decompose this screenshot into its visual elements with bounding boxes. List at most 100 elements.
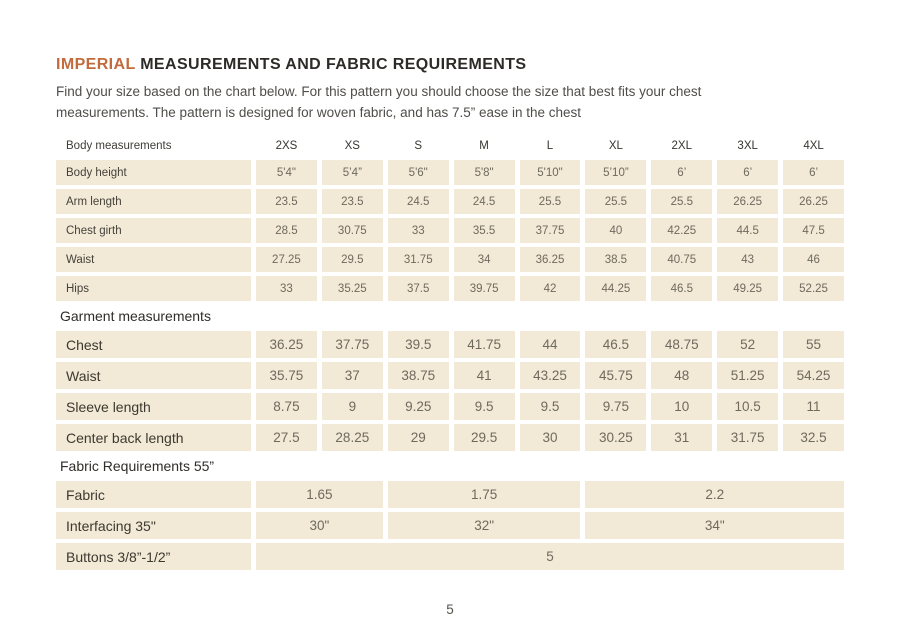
table-cell: 39.75 (453, 276, 515, 301)
size-column-header: 2XS (275, 140, 298, 152)
section-heading-fabric-requirements: Fabric Requirements 55” (56, 455, 844, 477)
table-cell: 10.5 (717, 393, 779, 420)
table-cell: 26.25 (783, 189, 844, 214)
table-cell: 54.25 (783, 362, 844, 389)
merged-cell-buttons: 5 (256, 543, 844, 570)
table-cell: 33 (387, 218, 449, 243)
table-cell: 9 (321, 393, 383, 420)
table-cell: 25.5 (651, 189, 713, 214)
title-highlight: IMPERIAL (56, 56, 136, 73)
table-cell: 29.5 (321, 247, 383, 272)
table-cell: 24.5 (453, 189, 515, 214)
size-column-header: XS (344, 140, 360, 152)
table-cell: 31 (651, 424, 713, 451)
table-cell: 5'10" (519, 160, 581, 185)
table-cell: 26.25 (717, 189, 779, 214)
page-number: 5 (446, 602, 454, 617)
document-page: IMPERIAL MEASUREMENTS AND FABRIC REQUIRE… (56, 55, 844, 570)
table-cell: 5’10” (585, 160, 647, 185)
table-cell: 48.75 (651, 331, 713, 358)
row-label-chest-girth: Chest girth (56, 218, 251, 243)
table-cell: 44 (519, 331, 581, 358)
intro-text: Find your size based on the chart below.… (56, 81, 844, 123)
column-header-body-measurements: Body measurements (66, 140, 172, 152)
size-column-header: S (414, 140, 423, 152)
merged-cell-fabric-small: 1.65 (256, 481, 383, 508)
size-column-header: 3XL (737, 140, 758, 152)
row-label-sleeve-length: Sleeve length (56, 393, 251, 420)
table-cell: 23.5 (256, 189, 317, 214)
table-cell: 37 (321, 362, 383, 389)
table-cell: 30.75 (321, 218, 383, 243)
table-cell: 55 (783, 331, 844, 358)
table-cell: 38.5 (585, 247, 647, 272)
table-cell: 52.25 (783, 276, 844, 301)
size-column-header: XL (608, 140, 623, 152)
merged-cell-interfacing-small: 30" (256, 512, 383, 539)
table-cell: 35.5 (453, 218, 515, 243)
table-cell: 33 (256, 276, 317, 301)
table-cell: 5'4" (256, 160, 317, 185)
table-cell: 23.5 (321, 189, 383, 214)
table-cell: 31.75 (717, 424, 779, 451)
row-label-buttons: Buttons 3/8”-1/2” (56, 543, 251, 570)
table-cell: 9.25 (387, 393, 449, 420)
table-cell: 41.75 (453, 331, 515, 358)
table-cell: 5'8" (453, 160, 515, 185)
table-cell: 42.25 (651, 218, 713, 243)
row-label-hips: Hips (56, 276, 251, 301)
table-cell: 36.25 (519, 247, 581, 272)
table-cell: 48 (651, 362, 713, 389)
table-cell: 8.75 (256, 393, 317, 420)
merged-cell-interfacing-large: 34" (585, 512, 844, 539)
table-cell: 30 (519, 424, 581, 451)
row-label-interfacing: Interfacing 35" (56, 512, 251, 539)
table-cell: 24.5 (387, 189, 449, 214)
table-cell: 36.25 (256, 331, 317, 358)
table-cell: 9.5 (519, 393, 581, 420)
table-cell: 37.5 (387, 276, 449, 301)
table-cell: 9.5 (453, 393, 515, 420)
table-cell: 11 (783, 393, 844, 420)
table-cell: 49.25 (717, 276, 779, 301)
table-cell: 25.5 (585, 189, 647, 214)
table-cell: 28.25 (321, 424, 383, 451)
size-column-header: M (479, 140, 489, 152)
title-rest: MEASUREMENTS AND FABRIC REQUIREMENTS (135, 56, 527, 73)
table-cell: 27.5 (256, 424, 317, 451)
table-cell: 46.5 (651, 276, 713, 301)
table-cell: 51.25 (717, 362, 779, 389)
table-cell: 46 (783, 247, 844, 272)
table-cell: 6’ (783, 160, 844, 185)
table-cell: 34 (453, 247, 515, 272)
table-cell: 32.5 (783, 424, 844, 451)
size-column-header: 2XL (671, 140, 692, 152)
table-cell: 42 (519, 276, 581, 301)
table-cell: 30.25 (585, 424, 647, 451)
page-title: IMPERIAL MEASUREMENTS AND FABRIC REQUIRE… (56, 55, 844, 75)
table-cell: 40 (585, 218, 647, 243)
row-label-body-height: Body height (56, 160, 251, 185)
table-cell: 29 (387, 424, 449, 451)
table-cell: 9.75 (585, 393, 647, 420)
row-label-arm-length: Arm length (56, 189, 251, 214)
table-cell: 28.5 (256, 218, 317, 243)
table-cell: 37.75 (519, 218, 581, 243)
size-column-header: L (546, 140, 554, 152)
table-cell: 40.75 (651, 247, 713, 272)
table-cell: 29.5 (453, 424, 515, 451)
table-cell: 5’4” (321, 160, 383, 185)
table-cell: 45.75 (585, 362, 647, 389)
merged-cell-fabric-large: 2.2 (585, 481, 844, 508)
table-cell: 44.25 (585, 276, 647, 301)
row-label-waist: Waist (56, 247, 251, 272)
table-cell: 41 (453, 362, 515, 389)
intro-line-1: Find your size based on the chart below.… (56, 84, 702, 99)
merged-cell-interfacing-medium: 32" (387, 512, 581, 539)
row-label-chest: Chest (56, 331, 251, 358)
table-cell: 39.5 (387, 331, 449, 358)
row-label-fabric: Fabric (56, 481, 251, 508)
table-cell: 35.75 (256, 362, 317, 389)
table-cell: 27.25 (256, 247, 317, 272)
table-cell: 6’ (651, 160, 713, 185)
